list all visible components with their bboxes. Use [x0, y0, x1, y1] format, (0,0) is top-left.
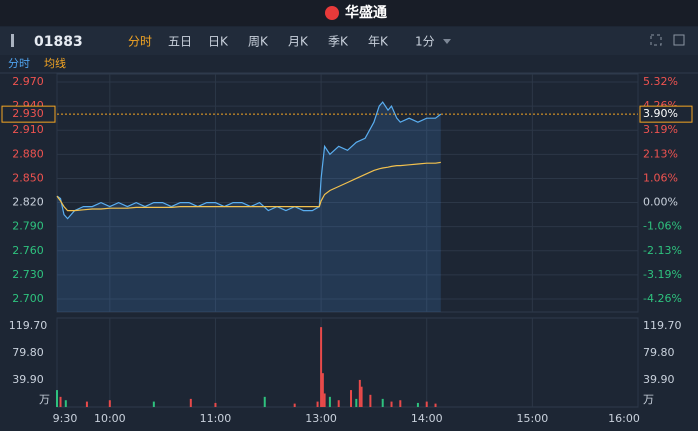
volume-bar — [425, 401, 428, 407]
volume-bar — [316, 401, 319, 407]
stock-code: 01883 — [34, 34, 83, 50]
volume-bar — [64, 400, 67, 407]
tab[interactable]: 季K — [328, 35, 349, 49]
volume-bar — [355, 398, 358, 407]
volume-tick-label: 119.70 — [9, 319, 48, 332]
volume-bar — [328, 396, 331, 407]
volume-bar — [214, 402, 217, 407]
volume-bar — [56, 390, 58, 407]
y2-tick-label: 2.13% — [643, 147, 678, 160]
y-tick-label: 2.730 — [12, 268, 44, 281]
volume-bar — [358, 379, 361, 407]
volume-tick-label: 39.90 — [12, 373, 44, 386]
volume-bar — [320, 327, 323, 407]
y2-tick-label: 5.32% — [643, 75, 678, 88]
volume-bar — [189, 398, 192, 407]
y2-tick-label: 1.06% — [643, 171, 678, 184]
line-series — [56, 161, 441, 212]
volume-bar — [152, 401, 155, 407]
tab[interactable]: 日K — [208, 35, 229, 49]
volume-unit: 万 — [643, 393, 654, 406]
volume-bar — [360, 386, 363, 407]
y-tick-label: 2.700 — [12, 292, 44, 305]
volume-bar — [321, 373, 324, 407]
last-change-label: 3.90% — [643, 107, 678, 120]
y-tick-label: 2.910 — [12, 123, 44, 136]
last-price-label: 2.930 — [12, 107, 44, 120]
tab[interactable]: 年K — [368, 35, 389, 49]
tab[interactable]: 分时 — [128, 35, 152, 49]
logo-text: 华盛通 — [345, 4, 387, 21]
volume-tick-label: 79.80 — [643, 346, 675, 359]
volume-bar — [263, 396, 266, 407]
y2-tick-label: 0.00% — [643, 196, 678, 209]
layout-icon[interactable] — [673, 34, 685, 46]
y-tick-label: 2.970 — [12, 75, 44, 88]
subtab[interactable]: 均线 — [44, 56, 66, 70]
collapse-icon[interactable] — [11, 34, 14, 47]
volume-bar — [350, 390, 353, 407]
y2-tick-label: -2.13% — [643, 244, 682, 257]
volume-bar — [369, 394, 372, 407]
tab[interactable]: 五日 — [168, 35, 192, 49]
y2-tick-label: -1.06% — [643, 220, 682, 233]
x-tick-label: 14:00 — [411, 412, 443, 425]
y-tick-label: 2.760 — [12, 244, 44, 257]
y2-tick-label: -4.26% — [643, 292, 682, 305]
x-tick-label: 11:00 — [200, 412, 232, 425]
volume-tick-label: 119.70 — [643, 319, 682, 332]
tab[interactable]: 1分 — [415, 35, 435, 49]
tab[interactable]: 周K — [248, 35, 269, 49]
x-tick-label: 10:00 — [94, 412, 126, 425]
volume-bar — [323, 393, 326, 407]
x-tick-label: 9:30 — [53, 412, 78, 425]
logo-icon — [325, 6, 339, 20]
volume-bar — [416, 402, 419, 407]
volume-bar — [434, 403, 437, 407]
subtab[interactable]: 分时 — [8, 57, 30, 70]
tab[interactable]: 月K — [288, 35, 309, 49]
y2-tick-label: -3.19% — [643, 268, 682, 281]
y-tick-label: 2.850 — [12, 171, 44, 184]
fullscreen-icon[interactable] — [650, 34, 662, 46]
last-change-box — [639, 105, 693, 123]
volume-bar — [381, 398, 384, 407]
dropdown-arrow[interactable] — [443, 39, 451, 44]
volume-tick-label: 79.80 — [12, 346, 44, 359]
volume-bar — [293, 403, 296, 407]
x-tick-label: 13:00 — [305, 412, 337, 425]
last-price-box — [1, 105, 56, 123]
volume-bar — [399, 400, 402, 407]
x-tick-label: 15:00 — [517, 412, 549, 425]
volume-unit: 万 — [39, 393, 50, 406]
x-tick-label: 16:00 — [608, 412, 640, 425]
y-tick-label: 2.880 — [12, 147, 44, 160]
volume-bar — [85, 401, 88, 407]
y2-tick-label: 3.19% — [643, 123, 678, 136]
toolbar — [0, 27, 698, 55]
volume-bar — [337, 400, 340, 407]
y-tick-label: 2.820 — [12, 196, 44, 209]
volume-bar — [108, 400, 111, 407]
y-tick-label: 2.790 — [12, 220, 44, 233]
volume-bar — [390, 401, 393, 407]
volume-bar — [59, 396, 62, 407]
volume-tick-label: 39.90 — [643, 373, 675, 386]
header-bar — [0, 0, 698, 26]
